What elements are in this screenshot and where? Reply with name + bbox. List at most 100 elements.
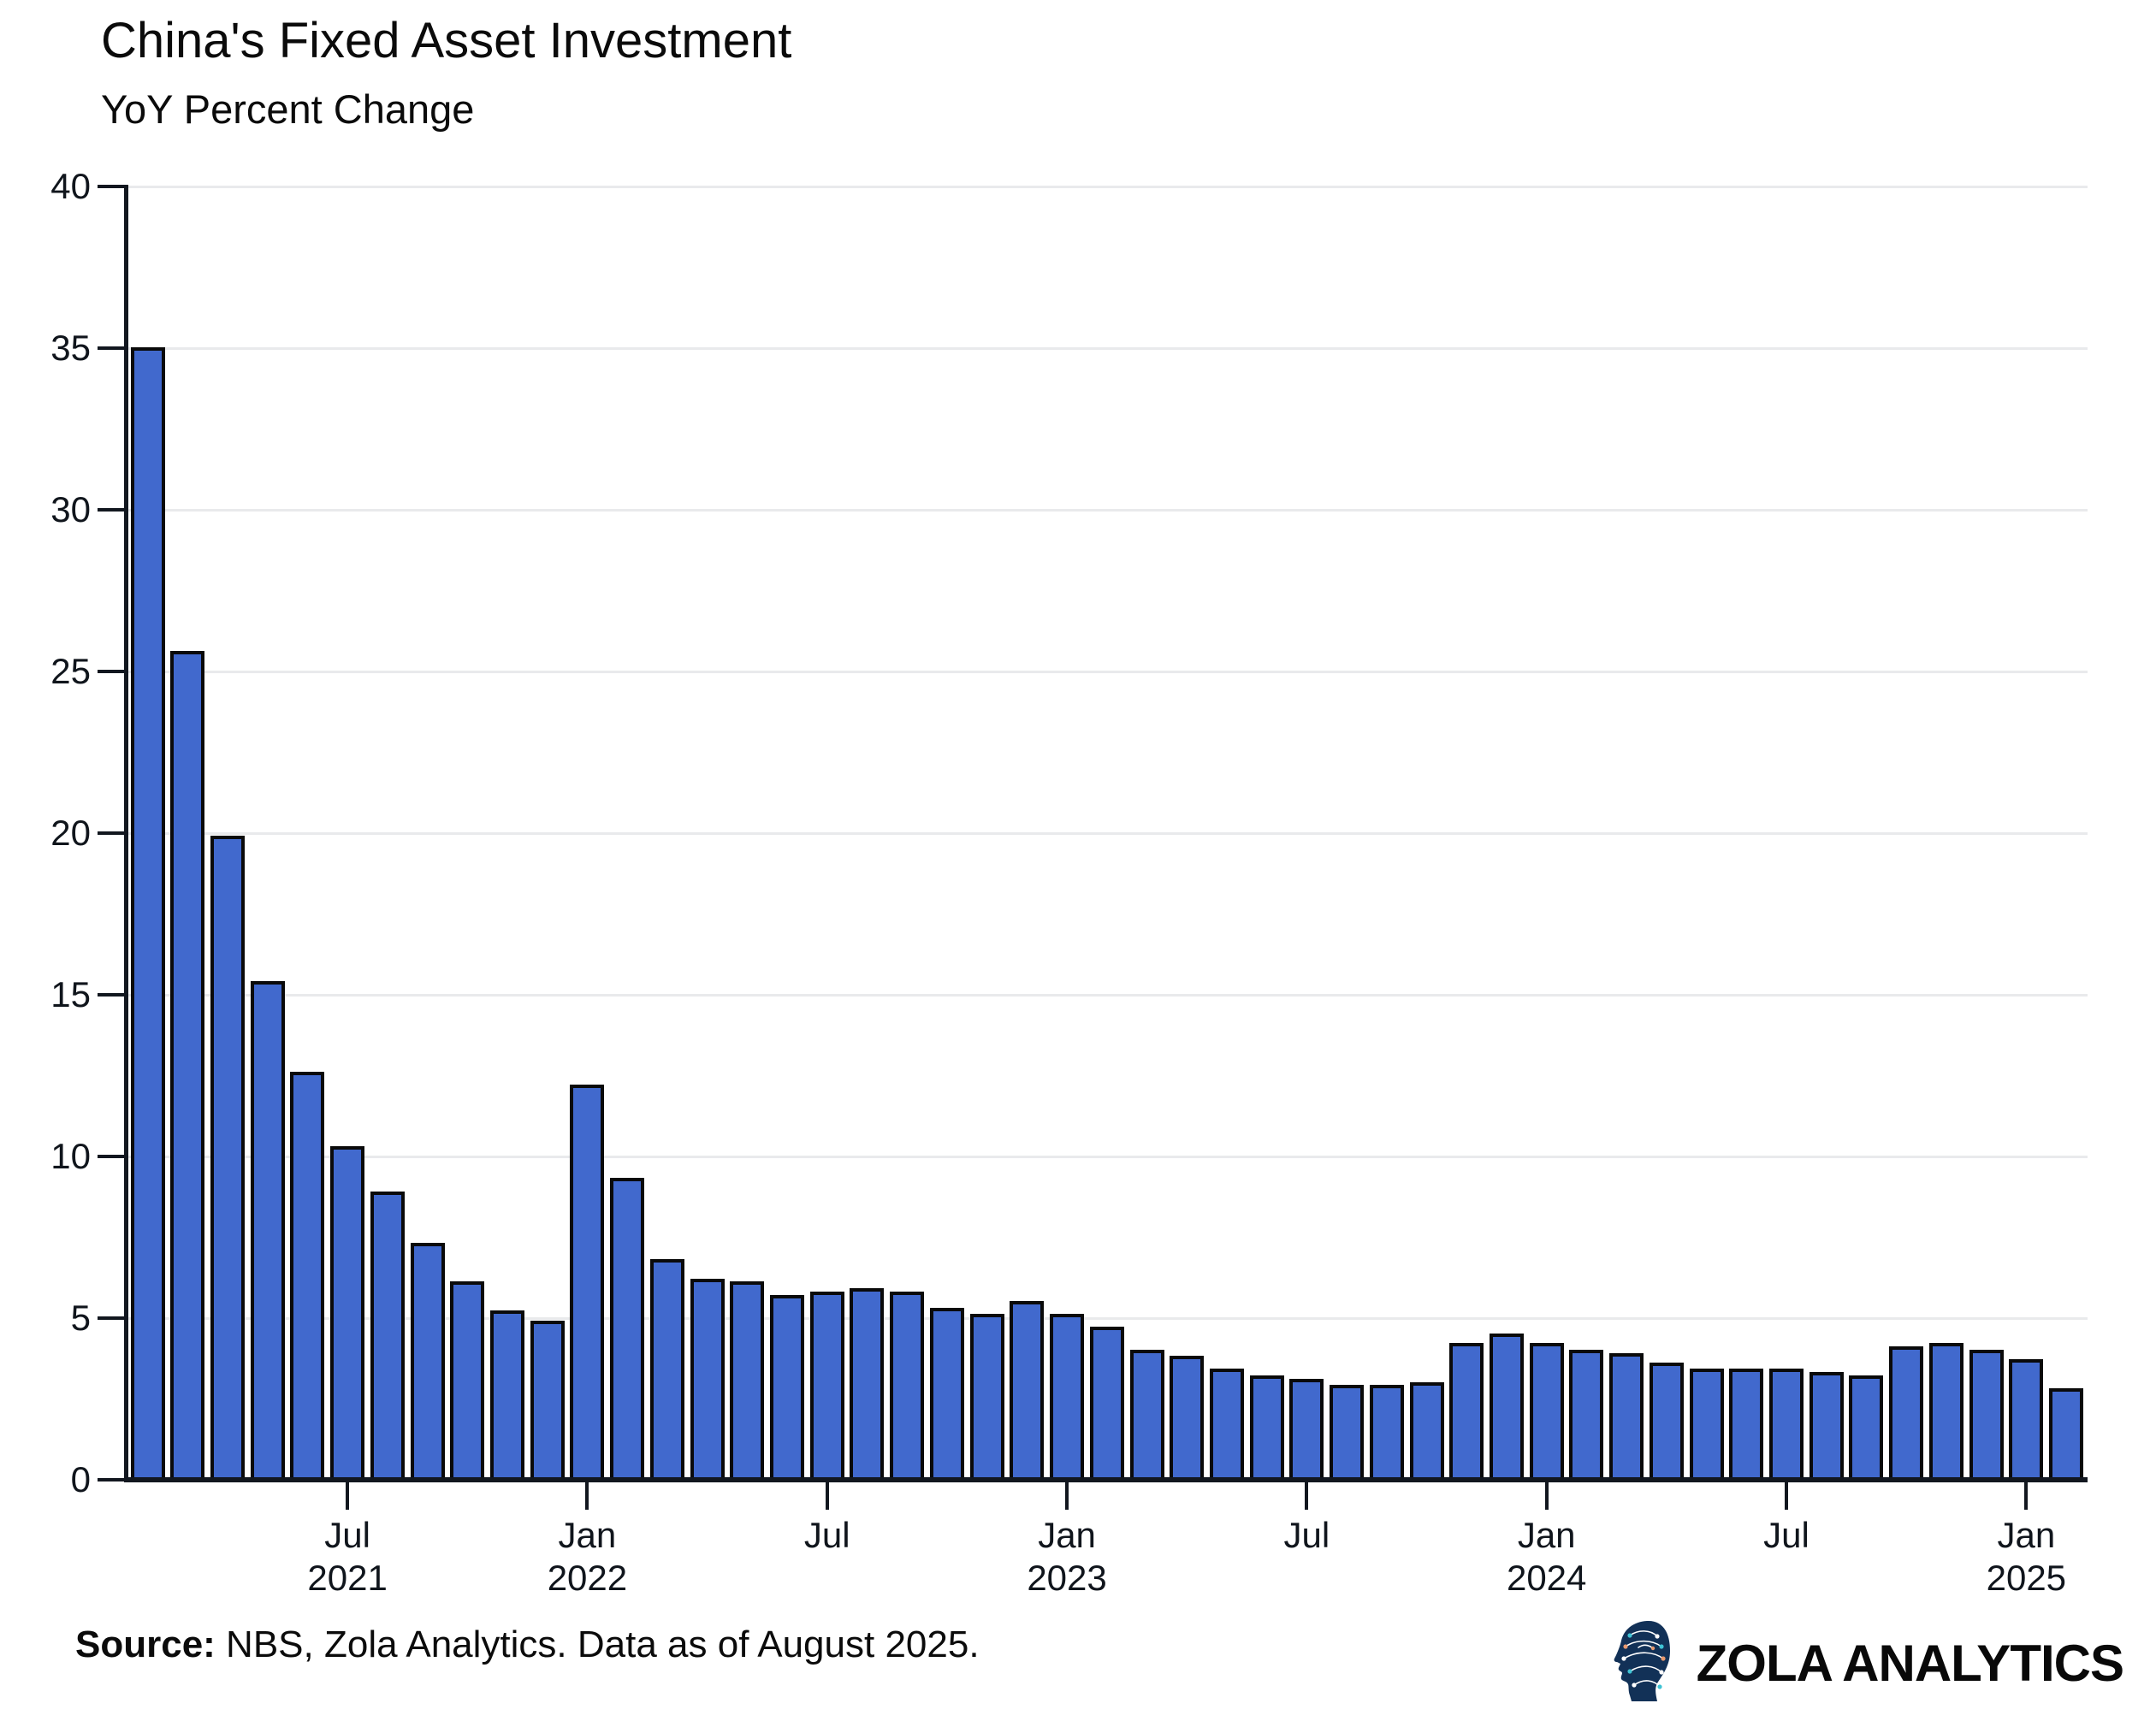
bar-11: [570, 1085, 605, 1482]
y-tick-40: [98, 185, 127, 188]
bar-25: [1129, 1350, 1164, 1482]
bar-24: [1089, 1327, 1124, 1482]
x-tick-label-month: Jul: [324, 1515, 370, 1555]
bar-27: [1209, 1369, 1244, 1482]
brand-name: ZOLA ANALYTICS: [1696, 1634, 2124, 1692]
bar-45: [1928, 1343, 1964, 1482]
bar-34: [1489, 1334, 1524, 1482]
bar-43: [1849, 1375, 1884, 1482]
bar-41: [1769, 1369, 1804, 1482]
x-tick-label-month: Jan: [1517, 1515, 1576, 1555]
x-tick-label-year: 2024: [1506, 1558, 1587, 1598]
x-tick-Jul: [1785, 1482, 1789, 1510]
bar-33: [1449, 1343, 1484, 1482]
bar-6: [370, 1192, 405, 1482]
y-tick-5: [98, 1316, 127, 1320]
y-tick-30: [98, 508, 127, 512]
gridline-40: [127, 185, 2088, 188]
gridline-5: [127, 1316, 2088, 1320]
bar-10: [530, 1321, 565, 1482]
source-label: Source:: [75, 1623, 216, 1665]
bar-32: [1409, 1382, 1444, 1482]
bar-36: [1569, 1350, 1604, 1482]
gridline-30: [127, 508, 2088, 512]
x-tick-label-month: Jan: [1038, 1515, 1096, 1555]
y-tick-25: [98, 670, 127, 673]
x-tick-label-month: Jan: [558, 1515, 617, 1555]
x-tick-label-year: 2023: [1027, 1558, 1107, 1598]
y-tick-label-5: 5: [70, 1298, 91, 1338]
y-tick-label-15: 15: [50, 974, 91, 1014]
y-tick-label-30: 30: [50, 489, 91, 529]
y-tick-15: [98, 993, 127, 997]
bar-23: [1050, 1314, 1085, 1482]
bar-15: [730, 1281, 765, 1482]
x-tick-Jan2023: [1065, 1482, 1069, 1510]
y-tick-label-0: 0: [70, 1459, 91, 1499]
y-tick-label-10: 10: [50, 1136, 91, 1176]
bar-4: [290, 1072, 325, 1482]
bar-19: [890, 1292, 925, 1482]
bar-30: [1330, 1385, 1365, 1482]
source-note: Source: NBS, Zola Analytics. Data as of …: [75, 1623, 980, 1666]
y-tick-label-40: 40: [50, 166, 91, 206]
bar-44: [1889, 1346, 1924, 1482]
bar-31: [1369, 1385, 1404, 1482]
bar-40: [1729, 1369, 1764, 1482]
bar-13: [649, 1259, 684, 1482]
x-tick-Jan2024: [1544, 1482, 1549, 1510]
bar-2: [210, 836, 245, 1482]
bar-20: [929, 1308, 964, 1482]
x-tick-Jul: [1305, 1482, 1309, 1510]
bar-39: [1689, 1369, 1724, 1482]
chart-title: China's Fixed Asset Investment: [101, 13, 792, 68]
gridline-10: [127, 1155, 2088, 1158]
gridline-15: [127, 993, 2088, 997]
x-tick-label-month: Jul: [1283, 1515, 1330, 1555]
bar-21: [969, 1314, 1004, 1482]
x-tick-label-year: 2025: [1986, 1558, 2067, 1598]
bar-0: [130, 347, 165, 1482]
bar-9: [489, 1310, 524, 1482]
bar-46: [1969, 1350, 2004, 1482]
bar-35: [1529, 1343, 1564, 1482]
gridline-35: [127, 346, 2088, 350]
x-tick-label-month: Jan: [1997, 1515, 2056, 1555]
x-tick-Jan2025: [2024, 1482, 2029, 1510]
y-tick-label-25: 25: [50, 651, 91, 691]
bar-12: [610, 1178, 645, 1482]
brand-logo: ZOLA ANALYTICS: [1613, 1618, 2124, 1708]
bar-37: [1609, 1353, 1644, 1482]
y-tick-0: [98, 1478, 127, 1481]
bar-3: [250, 981, 285, 1482]
bar-38: [1649, 1363, 1684, 1482]
bar-18: [850, 1288, 885, 1482]
bar-42: [1809, 1372, 1844, 1482]
circuit-head-icon: [1613, 1618, 1674, 1708]
bar-7: [410, 1243, 445, 1482]
y-tick-20: [98, 831, 127, 835]
bar-47: [2009, 1359, 2044, 1482]
chart-subtitle: YoY Percent Change: [101, 86, 475, 132]
x-tick-Jul2021: [346, 1482, 350, 1510]
bar-28: [1249, 1375, 1284, 1482]
y-tick-label-35: 35: [50, 328, 91, 368]
bar-14: [690, 1279, 725, 1482]
y-tick-10: [98, 1155, 127, 1158]
x-tick-label-month: Jul: [1763, 1515, 1810, 1555]
bar-29: [1289, 1379, 1324, 1482]
gridline-20: [127, 831, 2088, 835]
x-axis-spine: [124, 1477, 2088, 1482]
bar-5: [330, 1146, 365, 1482]
bar-8: [450, 1281, 485, 1482]
bar-1: [170, 651, 205, 1482]
x-tick-Jul: [825, 1482, 829, 1510]
x-tick-label-month: Jul: [803, 1515, 850, 1555]
bar-22: [1010, 1301, 1045, 1482]
bar-26: [1170, 1356, 1205, 1482]
y-tick-label-20: 20: [50, 813, 91, 853]
x-tick-label-year: 2021: [307, 1558, 388, 1598]
x-tick-label-year: 2022: [547, 1558, 628, 1598]
bar-17: [809, 1292, 844, 1482]
